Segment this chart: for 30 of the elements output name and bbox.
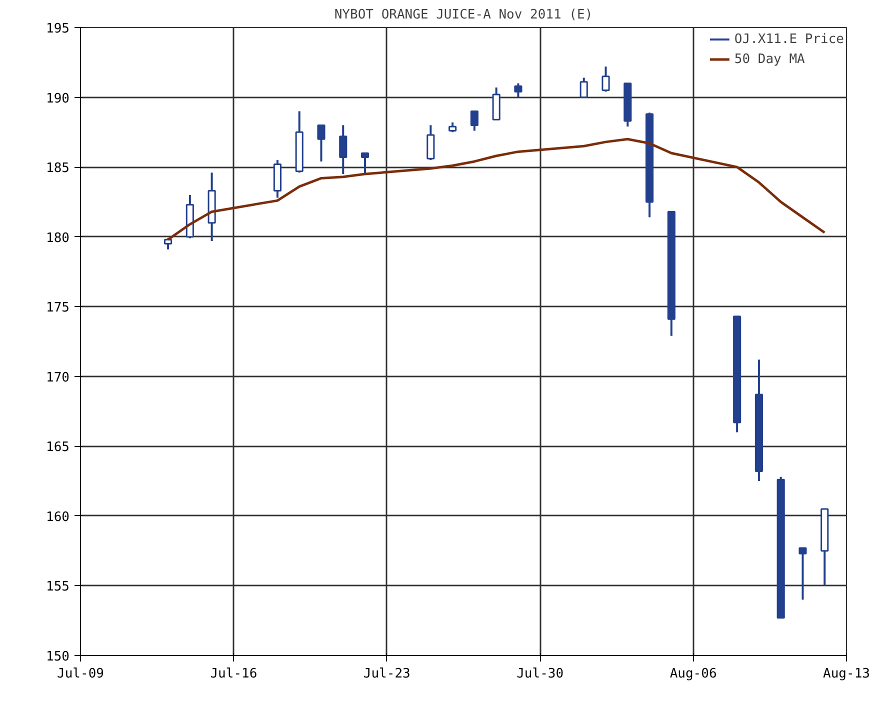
y-tick-label: 155 <box>46 580 70 595</box>
y-tick-label: 150 <box>46 650 70 664</box>
candlestick <box>602 66 610 93</box>
x-tick-label: Aug-13 <box>823 666 870 682</box>
candlestick <box>339 124 348 176</box>
candlestick <box>164 237 172 250</box>
candlestick <box>470 110 478 132</box>
candlestick <box>448 121 457 134</box>
y-tick-label: 170 <box>46 370 70 386</box>
y-tick-label: 175 <box>46 300 70 316</box>
y-tick-label: 165 <box>46 440 70 456</box>
candlestick <box>798 547 807 601</box>
candlestick <box>360 152 370 176</box>
candlestick <box>426 124 435 162</box>
x-tick-label: Jul-30 <box>516 666 564 682</box>
chart-title: NYBOT ORANGE JUICE-A Nov 2011 (E) <box>334 8 593 22</box>
y-tick-label: 185 <box>46 161 70 176</box>
y-tick-label: 190 <box>46 91 70 106</box>
x-tick-label: Jul-09 <box>57 666 104 682</box>
legend-label: 50 Day MA <box>734 52 805 66</box>
candlestick <box>580 76 588 98</box>
y-tick-label: 195 <box>46 22 70 36</box>
legend-label: OJ.X11.E Price <box>734 32 844 46</box>
y-tick-label: 160 <box>46 510 70 525</box>
x-tick-label: Jul-23 <box>363 666 410 682</box>
x-tick-label: Aug-06 <box>670 666 717 682</box>
x-tick-label: Jul-16 <box>210 666 258 682</box>
y-tick-label: 180 <box>46 230 70 246</box>
candlestick <box>514 82 522 98</box>
candlestick <box>317 124 326 162</box>
